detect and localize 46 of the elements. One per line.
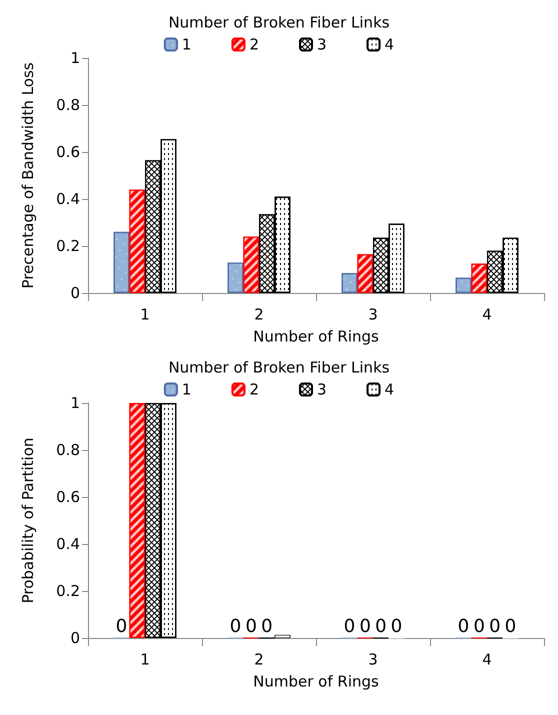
legend-label: 2 [249, 36, 260, 54]
data-label: 0 [245, 616, 257, 637]
x-tick-label: 4 [482, 306, 492, 324]
legend-title: Number of Broken Fiber Links [168, 14, 390, 32]
x-tick-label: 2 [254, 306, 264, 324]
y-tick-label: 0.2 [56, 582, 80, 600]
y-tick-label: 0.6 [56, 488, 80, 506]
legend-label: 3 [317, 380, 327, 398]
y-tick-label: 0.4 [56, 190, 80, 208]
data-label: 0 [359, 616, 371, 637]
legend-title: Number of Broken Fiber Links [168, 358, 390, 376]
data-label: 0 [375, 616, 387, 637]
y-tick-label: 0 [70, 629, 80, 647]
y-tick-label: 0.8 [56, 96, 80, 114]
data-label: 0 [504, 616, 516, 637]
x-tick-label: 3 [368, 306, 378, 324]
data-label: 0 [344, 616, 356, 637]
data-label: 0 [261, 616, 273, 637]
y-tick-label: 0.8 [56, 441, 80, 459]
data-label: 0 [458, 616, 470, 637]
legend-label: 3 [317, 36, 327, 54]
legend-label: 1 [182, 380, 192, 398]
y-axis-title: Precentage of Bandwidth Loss [19, 62, 37, 289]
y-tick-label: 0.6 [56, 143, 80, 161]
legend-label: 1 [182, 36, 192, 54]
y-tick-label: 1 [70, 49, 80, 67]
data-label: 0 [473, 616, 485, 637]
y-tick-label: 1 [70, 394, 80, 412]
data-label: 0 [489, 616, 501, 637]
x-tick-label: 1 [140, 650, 150, 668]
data-label: 0 [230, 616, 242, 637]
legend-label: 4 [384, 36, 394, 54]
x-axis-title: Number of Rings [253, 328, 380, 346]
y-axis-title: Probability of Partition [19, 438, 37, 604]
x-tick-label: 3 [368, 650, 378, 668]
x-tick-label: 4 [482, 650, 492, 668]
x-axis-title: Number of Rings [253, 672, 380, 690]
y-tick-label: 0 [70, 284, 80, 302]
legend-label: 2 [249, 380, 260, 398]
y-tick-label: 0.4 [56, 535, 80, 553]
legend-label: 4 [384, 380, 394, 398]
y-tick-label: 0.2 [56, 237, 80, 255]
x-tick-label: 1 [140, 306, 150, 324]
data-label: 0 [116, 616, 128, 637]
data-label: 0 [390, 616, 402, 637]
x-tick-label: 2 [254, 650, 264, 668]
